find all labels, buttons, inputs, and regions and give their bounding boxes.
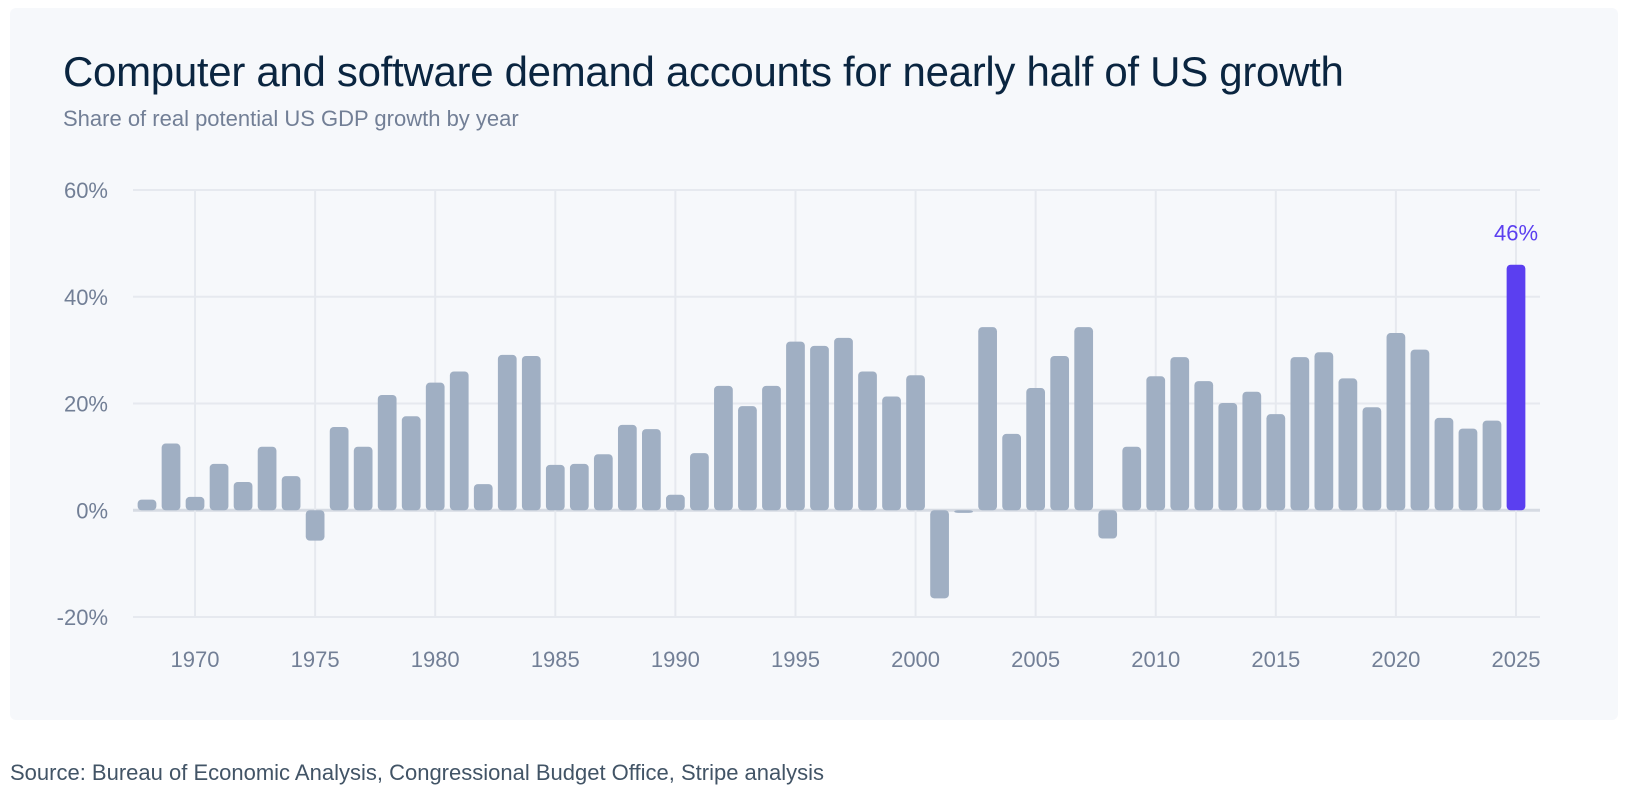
- bar: [425, 382, 445, 511]
- bar: [1410, 349, 1430, 511]
- bar: [1266, 414, 1286, 511]
- bar: [858, 371, 877, 511]
- bar: [1458, 428, 1478, 511]
- bar: [666, 494, 685, 511]
- bar: [137, 499, 157, 511]
- bar: [233, 481, 253, 511]
- x-tick-label: 2005: [1011, 647, 1060, 672]
- bar: [642, 429, 661, 511]
- chart-title: Computer and software demand accounts fo…: [63, 48, 1344, 95]
- y-tick-label: -20%: [57, 605, 108, 630]
- x-tick-label: 2020: [1371, 647, 1420, 672]
- bar: [1194, 381, 1214, 511]
- bar: [1050, 355, 1070, 511]
- bar: [882, 396, 901, 511]
- x-tick-label: 2025: [1492, 647, 1541, 672]
- bar: [1482, 420, 1502, 511]
- x-tick-label: 1985: [531, 647, 580, 672]
- bar: [954, 510, 973, 513]
- bar: [738, 406, 757, 511]
- x-tick-label: 2000: [891, 647, 940, 672]
- x-tick-label: 1995: [771, 647, 820, 672]
- bar: [617, 424, 637, 511]
- bar: [906, 375, 925, 511]
- bar: [161, 443, 181, 511]
- bar: [714, 385, 733, 511]
- bar: [1218, 402, 1238, 511]
- y-tick-label: 40%: [64, 285, 108, 310]
- bar: [834, 337, 853, 511]
- bar: [690, 453, 709, 511]
- bar: [1002, 433, 1021, 511]
- bar: [930, 510, 949, 599]
- bar: [1122, 446, 1142, 511]
- bar: [401, 416, 421, 511]
- bar: [353, 446, 373, 511]
- bar: [786, 341, 805, 511]
- highlight-bar: [1506, 264, 1526, 511]
- bar: [377, 394, 397, 511]
- x-tick-label: 1980: [411, 647, 460, 672]
- chart-subtitle: Share of real potential US GDP growth by…: [63, 106, 519, 131]
- bar: [1434, 417, 1454, 511]
- bar: [497, 354, 517, 511]
- y-tick-label: 0%: [76, 498, 108, 523]
- bar: [1242, 391, 1262, 511]
- bar: [1290, 357, 1310, 511]
- bar: [185, 496, 205, 511]
- bar: [521, 355, 541, 511]
- bar: [449, 371, 469, 511]
- y-tick-label: 60%: [64, 178, 108, 203]
- bar: [1098, 510, 1118, 539]
- bar: [281, 476, 301, 511]
- bar: [1146, 376, 1166, 511]
- bar: [473, 484, 493, 511]
- x-tick-label: 2015: [1251, 647, 1300, 672]
- bar: [257, 446, 277, 511]
- x-tick-label: 1970: [171, 647, 220, 672]
- y-tick-label: 20%: [64, 392, 108, 417]
- bar: [593, 454, 613, 511]
- bar: [1170, 357, 1190, 511]
- bar: [1338, 378, 1358, 511]
- source-note: Source: Bureau of Economic Analysis, Con…: [10, 760, 825, 785]
- bar: [1386, 333, 1406, 511]
- axis-labels: 60% 40% 20% 0% -20% 1970 1975 1980 1985 1990 1995 2…: [57, 178, 1541, 672]
- bar: [1026, 388, 1046, 511]
- x-tick-label: 1975: [291, 647, 340, 672]
- bar: [209, 463, 229, 511]
- x-tick-label: 1990: [651, 647, 700, 672]
- x-tick-label: 2010: [1131, 647, 1180, 672]
- bar: [1314, 352, 1334, 511]
- bar: [305, 510, 325, 541]
- bar: [1074, 327, 1094, 511]
- bar: [762, 385, 781, 511]
- bar: [545, 464, 565, 511]
- bar: [978, 327, 997, 511]
- bar: [569, 463, 589, 511]
- bar: [1362, 407, 1382, 511]
- highlight-data-label: 46%: [1494, 221, 1538, 246]
- bar: [810, 345, 829, 511]
- bar: [329, 426, 349, 511]
- bars: [137, 264, 1526, 599]
